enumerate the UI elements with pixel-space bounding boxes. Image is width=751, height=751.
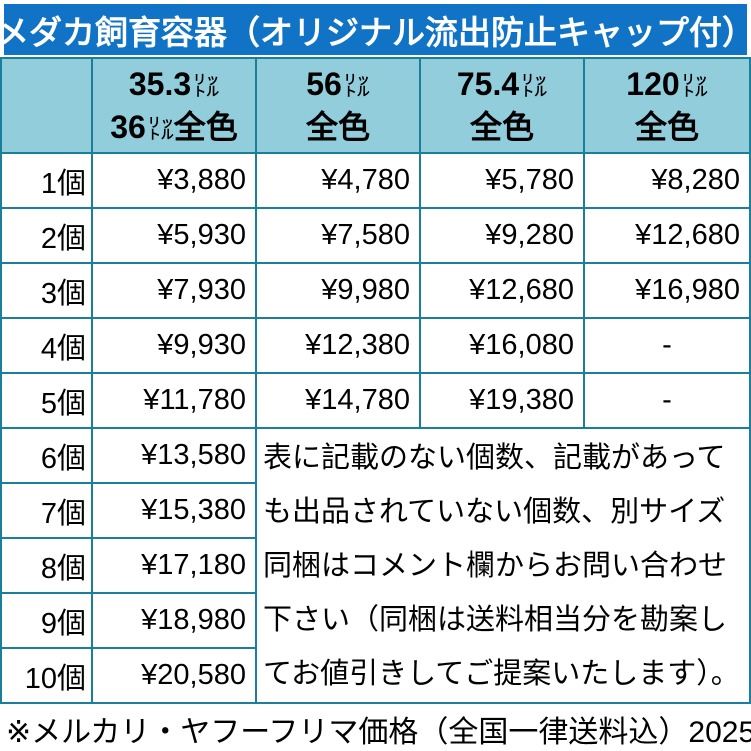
liter-unit: リッ トル — [343, 72, 370, 99]
price-cell: ¥5,930 — [93, 209, 255, 262]
column-header-75l: 75.4 リッ トル 全色 — [421, 59, 583, 152]
price-table: 35.3 リッ トル 36 リッ トル 全色 56 リッ トル 全色 — [0, 57, 751, 704]
price-cell: ¥15,380 — [93, 484, 255, 537]
price-cell: ¥17,180 — [93, 539, 255, 592]
column-header-56l: 56 リッ トル 全色 — [257, 59, 419, 152]
all-colors-label: 全色 — [634, 108, 699, 145]
column-header-120l: 120 リッ トル 全色 — [585, 59, 749, 152]
corner-cell — [2, 59, 91, 152]
size-value: 75.4 — [456, 65, 520, 102]
color-line: 全色 — [635, 106, 699, 149]
price-cell: ¥3,880 — [93, 154, 255, 207]
color-line: 全色 — [470, 106, 534, 149]
footer-note: ※メルカリ・ヤフーフリマ価格（全国一律送料込）2025/2～ — [0, 706, 751, 751]
price-cell-empty: - — [585, 319, 749, 372]
qty-cell: 2個 — [2, 209, 91, 262]
price-cell-empty: - — [585, 374, 749, 427]
size-value: 35.3 — [128, 65, 192, 102]
size-value-2: 36 — [110, 108, 146, 145]
liter-unit: リッ トル — [521, 72, 548, 99]
qty-cell: 8個 — [2, 539, 91, 592]
size-line: 35.3 リッ トル — [129, 63, 219, 106]
price-cell: ¥8,280 — [585, 154, 749, 207]
price-cell: ¥13,580 — [93, 429, 255, 482]
price-cell: ¥4,780 — [257, 154, 419, 207]
price-cell: ¥9,930 — [93, 319, 255, 372]
qty-cell: 9個 — [2, 594, 91, 647]
liter-unit: リッ トル — [681, 72, 708, 99]
price-cell: ¥7,930 — [93, 264, 255, 317]
price-cell: ¥20,580 — [93, 649, 255, 702]
size-line: 120 リッ トル — [626, 63, 707, 106]
qty-cell: 5個 — [2, 374, 91, 427]
liter-unit: リッ トル — [147, 115, 174, 142]
page-title: メダカ飼育容器（オリジナル流出防止キャップ付） — [0, 13, 751, 51]
size-value: 56 — [306, 65, 342, 102]
price-cell: ¥12,680 — [585, 209, 749, 262]
price-cell: ¥19,380 — [421, 374, 583, 427]
liter-unit: リッ トル — [193, 72, 220, 99]
color-line: 全色 — [306, 106, 370, 149]
price-cell: ¥5,780 — [421, 154, 583, 207]
qty-cell: 4個 — [2, 319, 91, 372]
price-cell: ¥9,280 — [421, 209, 583, 262]
price-cell: ¥14,780 — [257, 374, 419, 427]
qty-cell: 1個 — [2, 154, 91, 207]
footer-text: ※メルカリ・ヤフーフリマ価格（全国一律送料込）2025/2～ — [6, 715, 751, 749]
price-cell: ¥11,780 — [93, 374, 255, 427]
all-colors-label: 全色 — [305, 108, 370, 145]
qty-cell: 6個 — [2, 429, 91, 482]
price-cell: ¥7,580 — [257, 209, 419, 262]
price-cell: ¥18,980 — [93, 594, 255, 647]
price-cell: ¥9,980 — [257, 264, 419, 317]
qty-cell: 7個 — [2, 484, 91, 537]
color-line: 36 リッ トル 全色 — [110, 106, 238, 149]
column-header-35l: 35.3 リッ トル 36 リッ トル 全色 — [93, 59, 255, 152]
contact-note: 表に記載のない個数、記載があっても出品されていない個数、別サイズ同梱はコメント欄… — [257, 429, 749, 702]
size-value: 120 — [626, 65, 680, 102]
qty-cell: 10個 — [2, 649, 91, 702]
size-line: 75.4 リッ トル — [457, 63, 547, 106]
price-cell: ¥16,980 — [585, 264, 749, 317]
all-colors-label: 全色 — [173, 108, 238, 145]
price-cell: ¥12,380 — [257, 319, 419, 372]
price-cell: ¥12,680 — [421, 264, 583, 317]
price-cell: ¥16,080 — [421, 319, 583, 372]
size-line: 56 リッ トル — [306, 63, 370, 106]
all-colors-label: 全色 — [469, 108, 534, 145]
qty-cell: 3個 — [2, 264, 91, 317]
title-banner: メダカ飼育容器（オリジナル流出防止キャップ付） — [0, 4, 751, 55]
